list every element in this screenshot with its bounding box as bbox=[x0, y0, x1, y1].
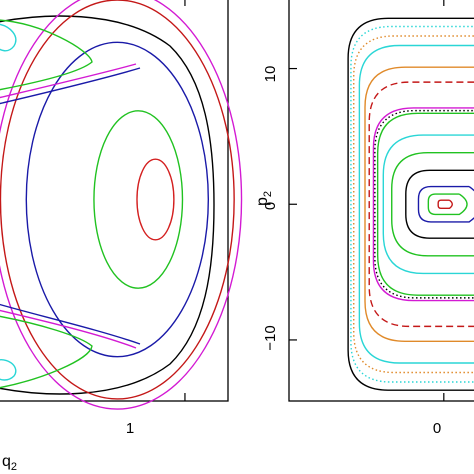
right-y-axis-label-sub: 2 bbox=[262, 191, 274, 197]
left-panel: 1 q2 bbox=[0, 0, 243, 473]
left-orbit-1 bbox=[136, 158, 175, 241]
left-orbit-3 bbox=[25, 41, 210, 358]
right-orbit-2 bbox=[350, 25, 474, 383]
right-y-tick-label-0: 0 bbox=[262, 202, 279, 210]
left-lower-island-cyan bbox=[0, 359, 17, 381]
right-x-tick-label-0: 0 bbox=[433, 420, 441, 437]
left-upper-separatrix-blue bbox=[0, 67, 141, 105]
right-orbit-9 bbox=[376, 112, 474, 296]
left-x-axis-label: q2 bbox=[2, 453, 17, 473]
right-panel-ticks bbox=[289, 0, 445, 401]
right-orbit-11 bbox=[391, 151, 474, 257]
left-panel-curves bbox=[0, 0, 243, 410]
right-orbit-12 bbox=[405, 169, 474, 239]
right-panel-curves bbox=[347, 17, 474, 391]
right-y-axis-label: p2 bbox=[254, 191, 274, 206]
right-orbit-6 bbox=[368, 81, 474, 328]
left-lower-separatrix-magenta bbox=[0, 309, 137, 349]
left-boundary-curve bbox=[0, 15, 215, 395]
left-lower-separatrix-blue bbox=[0, 303, 141, 345]
right-y-tick-label-minus-10: −10 bbox=[262, 325, 279, 350]
left-upper-island-cyan bbox=[0, 23, 17, 52]
left-upper-separatrix-magenta bbox=[0, 63, 137, 99]
right-orbit-4 bbox=[358, 44, 474, 364]
left-panel-frame bbox=[0, 0, 229, 402]
right-orbit-14 bbox=[427, 193, 468, 216]
right-orbit-13 bbox=[417, 185, 474, 223]
right-panel: 10 0 −10 p2 0 bbox=[254, 0, 474, 437]
right-y-axis-label-main: p bbox=[254, 197, 271, 206]
left-orbit-4 bbox=[0, 0, 235, 400]
left-upper-island-green bbox=[0, 19, 93, 91]
right-panel-frame bbox=[288, 0, 474, 402]
right-orbit-1 bbox=[347, 17, 474, 391]
right-y-tick-label-10: 10 bbox=[262, 66, 279, 83]
left-x-tick-label: 1 bbox=[126, 420, 134, 437]
left-x-axis-label-sub: 2 bbox=[11, 461, 17, 473]
left-orbit-2 bbox=[93, 110, 184, 289]
left-orbit-5 bbox=[0, 0, 243, 410]
right-orbit-10 bbox=[382, 134, 474, 275]
right-orbit-8 bbox=[374, 109, 474, 299]
left-x-axis-label-main: q bbox=[2, 453, 11, 470]
left-lower-island-green bbox=[0, 315, 93, 389]
right-orbit-3 bbox=[353, 35, 474, 374]
right-orbit-5 bbox=[364, 66, 474, 342]
right-orbit-7 bbox=[372, 107, 474, 302]
right-orbit-15 bbox=[437, 199, 453, 210]
